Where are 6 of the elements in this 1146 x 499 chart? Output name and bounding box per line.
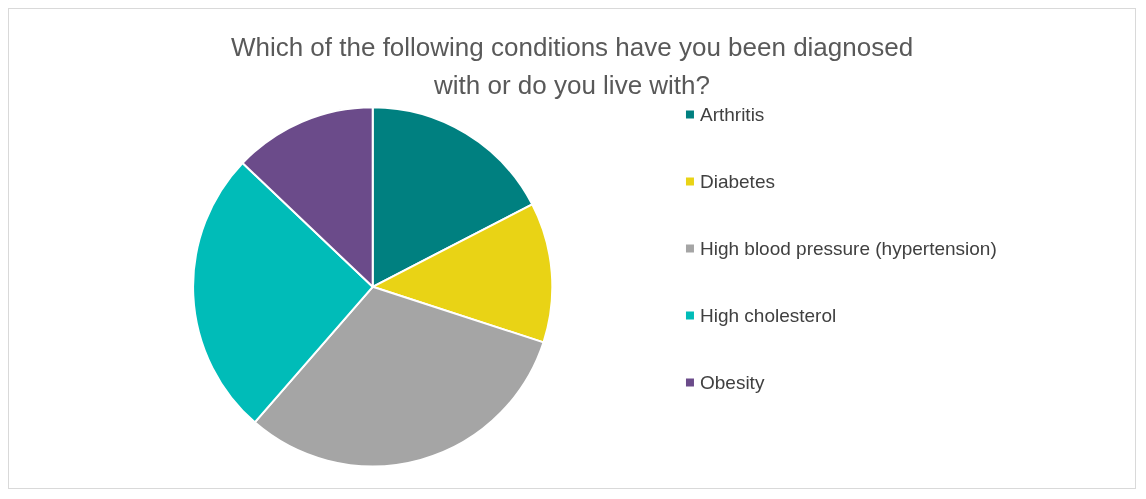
legend-label: High cholesterol	[699, 305, 837, 326]
legend-label: Arthritis	[699, 104, 765, 125]
chart-title: Which of the following conditions have you been diagnosed with or do you live with?	[230, 32, 914, 100]
legend-label: Obesity	[699, 372, 765, 393]
legend-label: Diabetes	[699, 171, 775, 192]
legend-label: High blood pressure (hypertension)	[699, 238, 997, 259]
